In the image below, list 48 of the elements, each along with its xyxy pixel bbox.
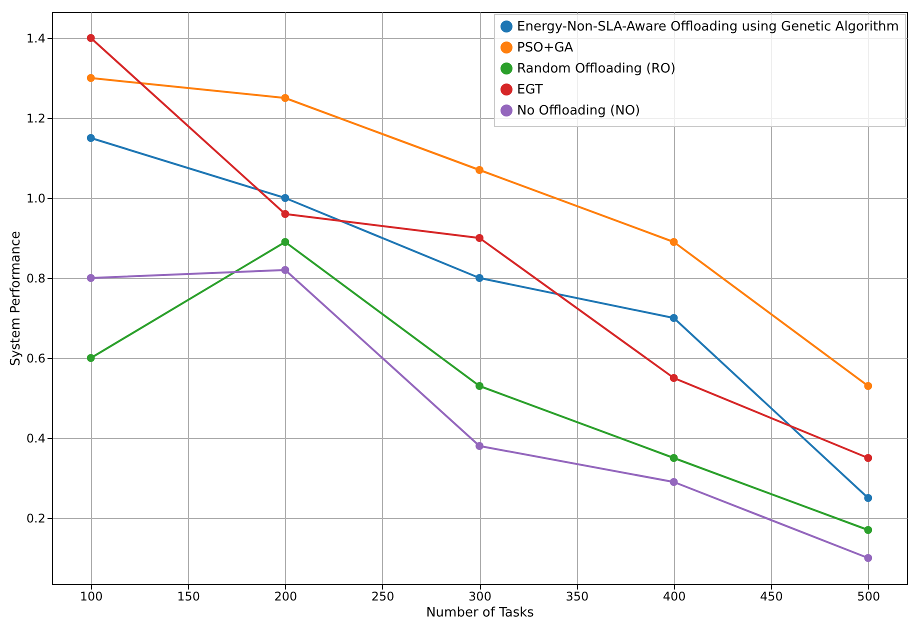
point [864, 454, 872, 462]
x-axis-title: Number of Tasks [426, 606, 534, 620]
point [670, 478, 678, 486]
point [86, 354, 95, 362]
x-tick-label: 350 [566, 590, 589, 604]
point [476, 382, 484, 390]
x-tick-label: 150 [177, 590, 200, 604]
point [670, 374, 678, 382]
point [670, 238, 678, 246]
point [281, 194, 290, 202]
point [281, 266, 290, 274]
point [864, 382, 872, 390]
point [86, 134, 95, 142]
point [281, 238, 290, 246]
legend-label: Random Offloading (RO) [517, 62, 676, 76]
point [281, 210, 290, 218]
y-tick-label: 1.2 [26, 112, 46, 126]
point [476, 274, 484, 282]
x-tick-label: 100 [80, 590, 103, 604]
point [476, 442, 484, 450]
x-tick-label: 300 [468, 590, 492, 604]
x-tick-label: 450 [760, 590, 783, 604]
point [476, 234, 484, 242]
y-axis-title: System Performance [8, 231, 24, 366]
y-tick-label: 1.4 [26, 32, 46, 46]
point [281, 94, 290, 102]
point [476, 166, 484, 174]
point [670, 454, 678, 462]
y-tick-label: 0.8 [26, 272, 46, 286]
legend-label: EGT [517, 82, 543, 98]
y-tick-label: 0.6 [26, 352, 46, 366]
point [86, 274, 95, 282]
y-tick-label: 0.4 [26, 432, 46, 446]
y-tick-label: 1.0 [26, 192, 46, 206]
x-tick-label: 250 [371, 590, 394, 604]
y-tick-label: 0.2 [26, 512, 46, 526]
point [86, 34, 95, 42]
legend-label: Energy-Non-SLA-Aware Offloading using Genetic Algorithm [517, 20, 899, 34]
legend-label: PSO+GA [517, 40, 574, 56]
point [670, 314, 678, 322]
point [864, 526, 872, 534]
x-tick-label: 500 [857, 590, 880, 604]
x-tick-label: 400 [662, 590, 686, 604]
legend-label: No Offloading (NO) [517, 104, 640, 118]
point [86, 74, 95, 82]
point [864, 494, 872, 502]
x-tick-label: 200 [274, 590, 298, 604]
point [864, 554, 872, 562]
